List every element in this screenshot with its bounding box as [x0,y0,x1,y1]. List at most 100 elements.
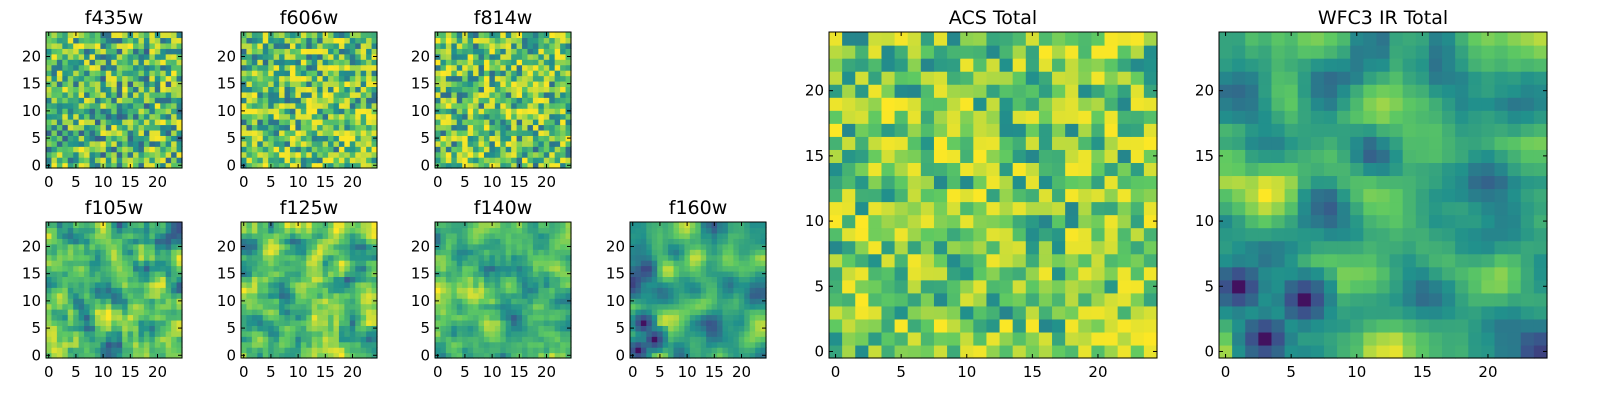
heatmap-cell [538,108,545,115]
heatmap-cell [56,347,63,354]
heatmap-cell [483,91,490,98]
heatmap-cell [360,352,367,359]
heatmap-cell [440,254,447,261]
heatmap-cell [462,70,469,77]
heatmap-cell [717,314,724,321]
heatmap-cell [635,319,642,326]
x-tick-label: 10 [289,363,308,381]
heatmap-cell [317,42,324,49]
heatmap-cell [289,59,296,66]
heatmap-cell [522,53,529,60]
heatmap-cell [440,113,447,120]
heatmap-cell [947,344,961,359]
heatmap-cell [445,48,452,55]
heatmap-cell [467,249,474,256]
heatmap-cell [56,319,63,326]
heatmap-cell [127,325,134,332]
heatmap-cell [549,129,556,136]
heatmap-cell [538,330,545,337]
heatmap-cell [445,140,452,147]
heatmap-cell [456,227,463,234]
heatmap-cell [279,232,286,239]
heatmap-cell [344,53,351,60]
heatmap-cell [300,303,307,310]
heatmap-cell [143,91,150,98]
heatmap-cell [717,222,724,229]
heatmap-cell [165,53,172,60]
heatmap-cell [538,42,545,49]
heatmap-cell [565,59,572,66]
heatmap-cell [116,276,123,283]
y-tick-label: 10 [411,102,430,120]
heatmap-cell [165,336,172,343]
heatmap-cell [246,129,253,136]
heatmap-cell [527,325,534,332]
heatmap-cell [673,341,680,348]
heatmap-cell [143,157,150,164]
heatmap-cell [538,37,545,44]
heatmap-cell [138,238,145,245]
heatmap-cell [338,292,345,299]
heatmap-cell [262,270,269,277]
heatmap-cell [78,108,85,115]
heatmap-cell [445,249,452,256]
heatmap-cell [366,53,373,60]
heatmap-cell [543,75,550,82]
heatmap-cell [62,108,69,115]
heatmap-cell [171,48,178,55]
heatmap-cell [360,319,367,326]
heatmap-cell [127,108,134,115]
heatmap-cell [662,238,669,245]
heatmap-cell [306,238,313,245]
heatmap-cell [630,281,637,288]
heatmap-cell [46,124,53,131]
heatmap-cell [516,292,523,299]
heatmap-cell [560,260,567,267]
heatmap-cell [440,292,447,299]
heatmap-cell [366,249,373,256]
heatmap-cell [505,227,512,234]
heatmap-cell [646,227,653,234]
heatmap-cell [554,108,561,115]
x-tick-label: 5 [460,173,470,191]
heatmap-cell [317,53,324,60]
heatmap-cell [1012,266,1027,281]
heatmap-cell [62,119,69,126]
heatmap-cell [78,330,85,337]
heatmap-cell [127,270,134,277]
heatmap-cell [371,287,378,294]
heatmap-cell [62,37,69,44]
heatmap-cell [311,276,318,283]
heatmap-cell [138,260,145,267]
heatmap-cell [143,270,150,277]
heatmap-cell [678,281,685,288]
heatmap-cell [907,188,922,203]
heatmap-cell [366,298,373,305]
heatmap-cell [505,238,512,245]
heatmap-cell [73,254,80,261]
heatmap-cell [62,265,69,272]
heatmap-cell [755,227,762,234]
heatmap-cell [89,276,96,283]
heatmap-cell [565,265,572,272]
heatmap-cell [366,119,373,126]
heatmap-cell [300,162,307,169]
heatmap-cell [94,48,101,55]
heatmap-cell [122,140,129,147]
heatmap-cell [257,249,264,256]
heatmap-cell [311,347,318,354]
heatmap-cell [522,48,529,55]
heatmap-cell [311,254,318,261]
heatmap-cell [722,347,729,354]
heatmap-cell [560,97,567,104]
heatmap-cell [760,254,767,261]
heatmap-cell [262,265,269,272]
heatmap-cell [483,319,490,326]
heatmap-cell [268,309,275,316]
heatmap-cell [451,352,458,359]
heatmap-cell [328,232,335,239]
heatmap-cell [62,64,69,71]
heatmap-cell [89,319,96,326]
heatmap-cell [467,281,474,288]
heatmap-cell [435,330,442,337]
